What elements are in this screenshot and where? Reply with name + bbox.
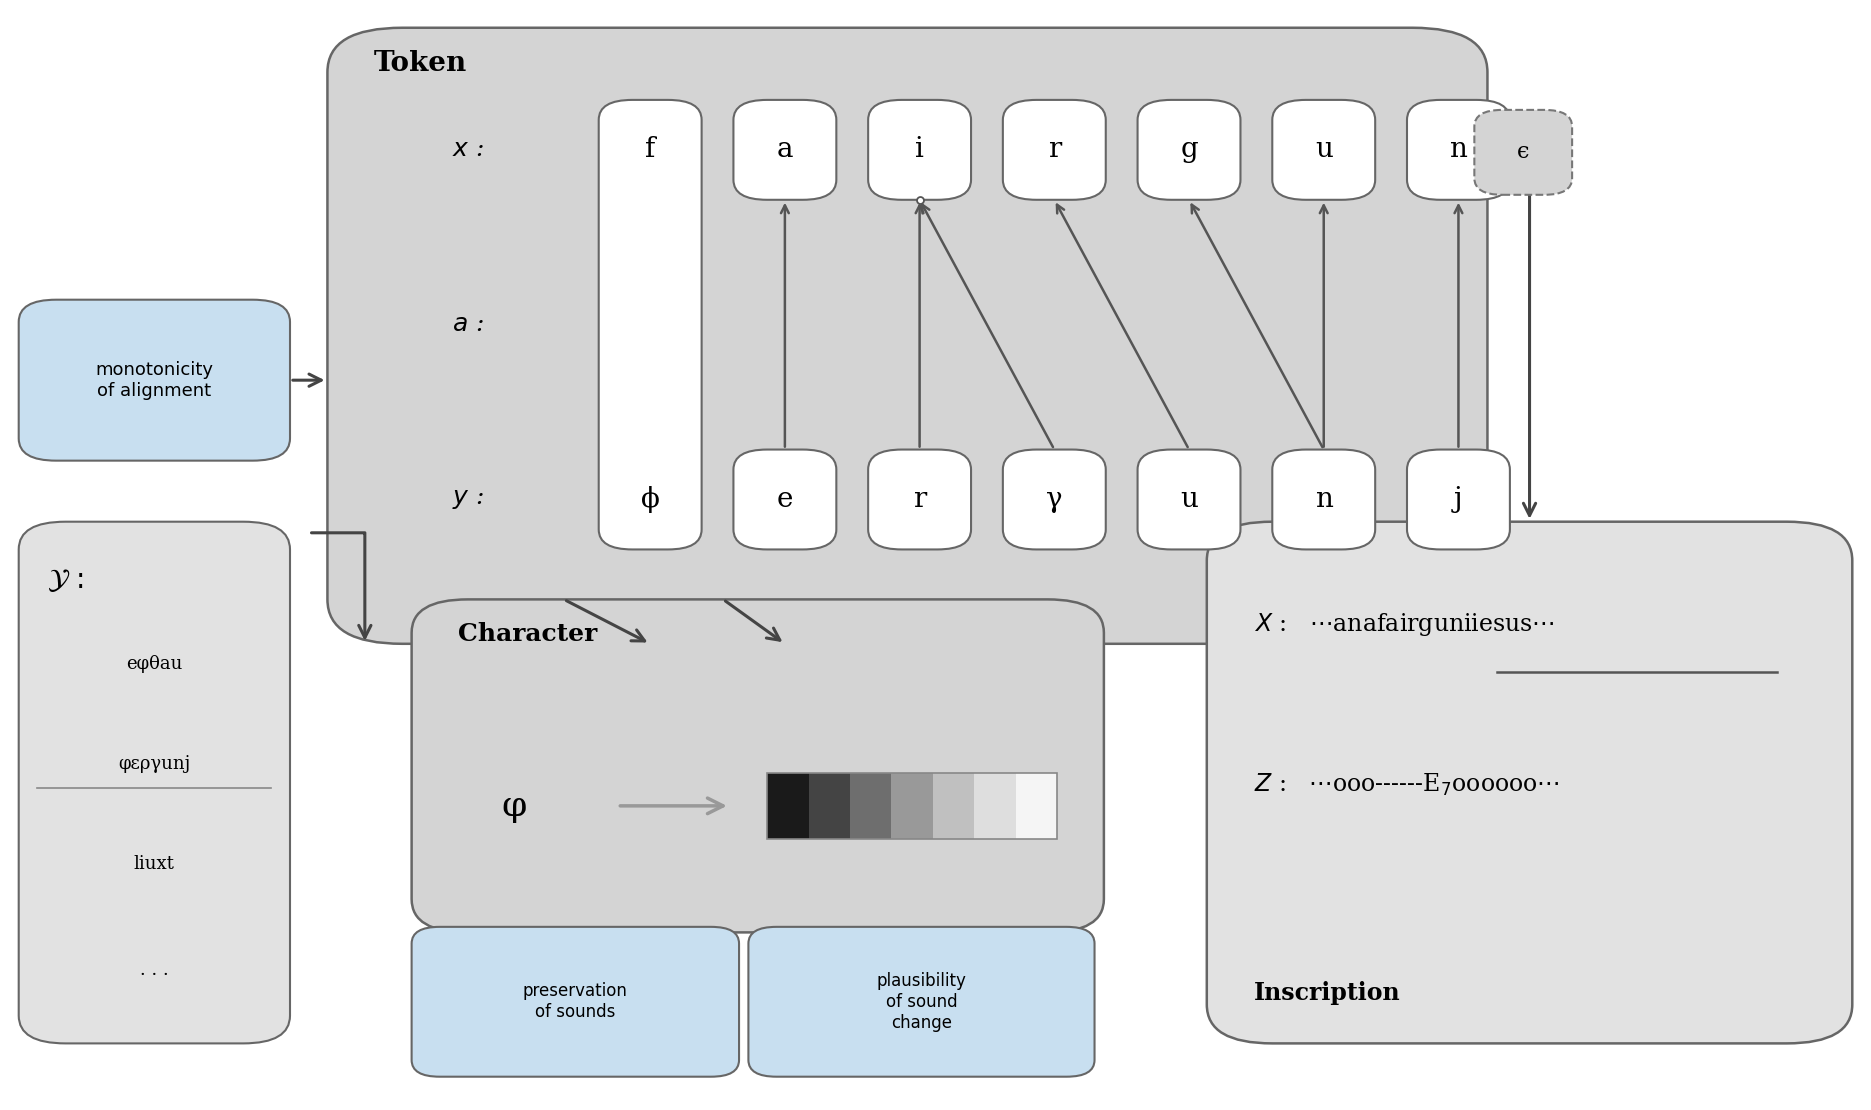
Text: n: n <box>1450 137 1467 163</box>
FancyBboxPatch shape <box>412 927 739 1077</box>
FancyBboxPatch shape <box>868 450 971 549</box>
Text: u: u <box>1315 137 1332 163</box>
FancyBboxPatch shape <box>327 28 1487 644</box>
FancyBboxPatch shape <box>1407 100 1510 200</box>
Bar <box>891 773 934 839</box>
FancyBboxPatch shape <box>1138 450 1240 549</box>
Text: γ: γ <box>1046 486 1063 513</box>
Text: g: g <box>1181 137 1197 163</box>
Text: e: e <box>776 486 793 513</box>
Text: · · ·: · · · <box>140 966 168 983</box>
Text: $x$ :: $x$ : <box>451 139 485 161</box>
Text: n: n <box>1315 486 1332 513</box>
Text: i: i <box>915 137 924 163</box>
FancyBboxPatch shape <box>19 300 290 461</box>
Text: φεργunj: φεργunj <box>118 755 191 773</box>
Text: $a$ :: $a$ : <box>451 313 485 336</box>
Text: Character: Character <box>458 622 597 646</box>
FancyBboxPatch shape <box>1207 522 1852 1043</box>
Text: Token: Token <box>374 50 468 77</box>
Text: f: f <box>645 137 655 163</box>
Text: preservation
of sounds: preservation of sounds <box>522 982 629 1021</box>
Bar <box>767 773 808 839</box>
FancyBboxPatch shape <box>1407 450 1510 549</box>
Text: $X$ :   $\cdots$anafairguniiesus$\cdots$: $X$ : $\cdots$anafairguniiesus$\cdots$ <box>1254 610 1555 637</box>
Bar <box>808 773 849 839</box>
FancyBboxPatch shape <box>1003 100 1106 200</box>
FancyBboxPatch shape <box>1272 450 1375 549</box>
Bar <box>767 773 1057 839</box>
Text: j: j <box>1454 486 1463 513</box>
FancyBboxPatch shape <box>412 599 1104 932</box>
FancyBboxPatch shape <box>19 522 290 1043</box>
Text: r: r <box>913 486 926 513</box>
Text: eφθau: eφθau <box>125 655 183 673</box>
Bar <box>934 773 975 839</box>
FancyBboxPatch shape <box>733 450 836 549</box>
Text: Inscription: Inscription <box>1254 980 1400 1005</box>
Text: ϕ: ϕ <box>640 486 660 513</box>
FancyBboxPatch shape <box>1474 110 1572 195</box>
FancyBboxPatch shape <box>748 927 1095 1077</box>
FancyArrowPatch shape <box>619 798 722 814</box>
Text: $Z$ :   $\cdots$ooo------E$_7$oooooo$\cdots$: $Z$ : $\cdots$ooo------E$_7$oooooo$\cdot… <box>1254 771 1559 798</box>
FancyBboxPatch shape <box>868 100 971 200</box>
Text: a: a <box>776 137 793 163</box>
Text: monotonicity
of alignment: monotonicity of alignment <box>95 361 213 400</box>
FancyBboxPatch shape <box>733 100 836 200</box>
Text: liuxt: liuxt <box>135 855 174 872</box>
Text: $y$ :: $y$ : <box>451 488 485 511</box>
Text: r: r <box>1048 137 1061 163</box>
Text: u: u <box>1181 486 1197 513</box>
FancyBboxPatch shape <box>1272 100 1375 200</box>
Text: ϵ: ϵ <box>1517 141 1529 163</box>
FancyBboxPatch shape <box>599 100 702 549</box>
FancyBboxPatch shape <box>1138 100 1240 200</box>
FancyBboxPatch shape <box>1003 450 1106 549</box>
Text: $\mathcal{Y}$ :: $\mathcal{Y}$ : <box>47 566 84 594</box>
Text: plausibility
of sound
change: plausibility of sound change <box>876 972 967 1031</box>
Bar <box>1016 773 1057 839</box>
Text: φ: φ <box>501 789 528 823</box>
Bar <box>975 773 1016 839</box>
Bar <box>849 773 891 839</box>
